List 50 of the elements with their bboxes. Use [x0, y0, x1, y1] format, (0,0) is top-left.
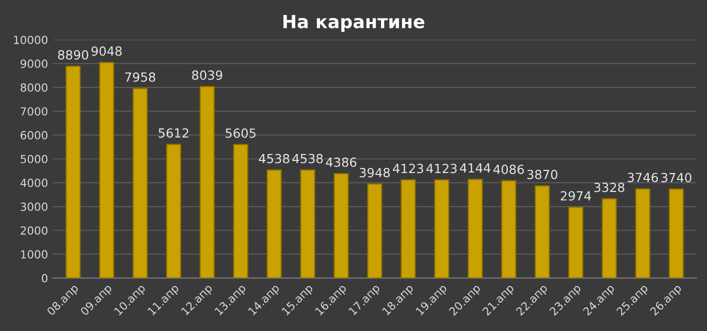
- data-label: 3328: [594, 182, 624, 192]
- y-tick-label: 7000: [20, 107, 48, 116]
- bar: [300, 169, 316, 278]
- y-tick-label: 4000: [20, 178, 48, 188]
- data-label: 5605: [226, 128, 256, 138]
- data-label: 7958: [125, 72, 156, 82]
- bar: [668, 188, 684, 278]
- data-label: 3870: [527, 170, 558, 180]
- y-tick-label: 2000: [20, 226, 48, 235]
- y-tick-label: 1000: [21, 250, 48, 259]
- y-tick-label: 0: [42, 274, 48, 282]
- data-label: 4144: [460, 163, 490, 173]
- bar: [501, 180, 516, 278]
- data-label: 4538: [258, 154, 290, 164]
- y-tick-label: 9000: [20, 60, 48, 68]
- data-label: 5612: [158, 128, 188, 138]
- y-tick-label: 8000: [20, 83, 48, 92]
- bar: [367, 183, 382, 278]
- data-label: 4123: [392, 164, 424, 174]
- bar: [233, 144, 248, 278]
- data-label: 8039: [192, 70, 222, 80]
- bar: [568, 206, 584, 278]
- data-label: 4538: [292, 154, 323, 164]
- y-tick-label: 3000: [20, 202, 48, 211]
- bar: [334, 172, 349, 278]
- bar: [99, 62, 114, 278]
- bar: [200, 86, 215, 278]
- bar: [534, 185, 550, 278]
- data-label: 9048: [92, 46, 122, 56]
- data-label: 4123: [426, 164, 457, 174]
- data-label: 4086: [493, 164, 524, 174]
- data-label: 4386: [326, 157, 356, 167]
- bar: [66, 66, 81, 278]
- bar: [434, 179, 450, 278]
- bar: [166, 144, 182, 278]
- bar: [132, 88, 148, 278]
- bar: [400, 179, 416, 278]
- data-label: 2974: [560, 191, 591, 201]
- y-tick-label: 6000: [20, 131, 48, 140]
- chart-title: На карантине: [283, 14, 424, 32]
- y-tick-label: 10000: [14, 36, 48, 44]
- bar: [635, 188, 650, 278]
- bar: [468, 178, 483, 278]
- data-label: 3948: [360, 168, 390, 178]
- bar: [266, 169, 282, 278]
- data-label: 3740: [661, 172, 692, 182]
- y-tick-label: 5000: [20, 154, 48, 164]
- data-label: 3746: [628, 172, 658, 182]
- bar: [602, 198, 617, 278]
- data-label: 8890: [58, 50, 88, 60]
